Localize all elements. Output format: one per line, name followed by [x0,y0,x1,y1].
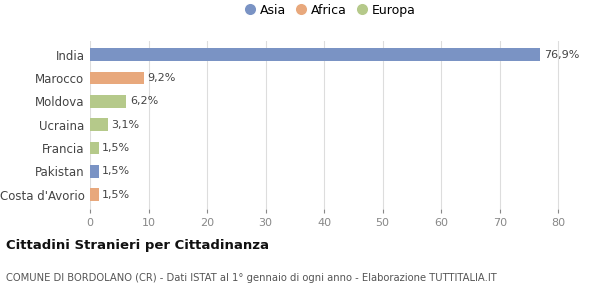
Bar [90,188,99,201]
Text: 1,5%: 1,5% [102,166,130,176]
Legend: Asia, Africa, Europa: Asia, Africa, Europa [241,0,419,21]
Text: 76,9%: 76,9% [544,50,579,60]
Bar [90,142,99,155]
Text: 1,5%: 1,5% [102,143,130,153]
Text: 3,1%: 3,1% [112,120,140,130]
Bar [90,118,108,131]
Text: 9,2%: 9,2% [148,73,176,83]
Bar [90,48,540,61]
Bar [90,95,126,108]
Text: 6,2%: 6,2% [130,96,158,106]
Bar [90,165,99,178]
Bar [90,72,144,84]
Text: COMUNE DI BORDOLANO (CR) - Dati ISTAT al 1° gennaio di ogni anno - Elaborazione : COMUNE DI BORDOLANO (CR) - Dati ISTAT al… [6,273,497,283]
Text: 1,5%: 1,5% [102,190,130,200]
Text: Cittadini Stranieri per Cittadinanza: Cittadini Stranieri per Cittadinanza [6,240,269,252]
